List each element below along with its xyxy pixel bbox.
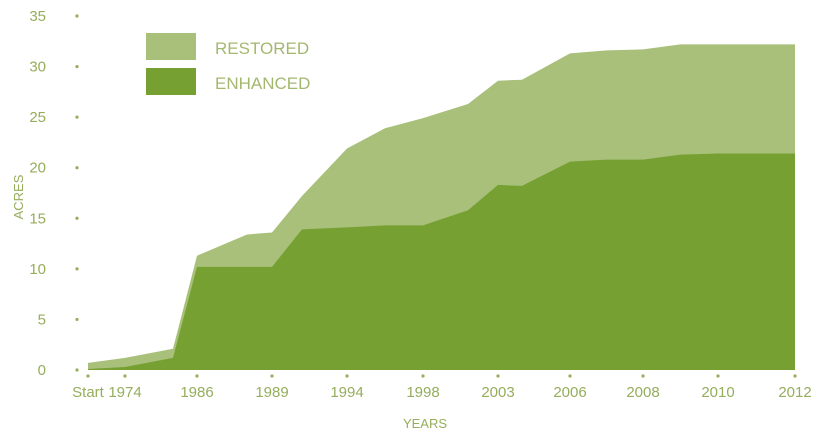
x-tick-label: 2006 — [553, 384, 586, 401]
y-tick-mark — [75, 267, 79, 271]
y-axis-title: ACRES — [11, 174, 26, 219]
y-tick-label: 10 — [29, 261, 46, 278]
x-tick-mark — [345, 374, 349, 378]
legend-swatch-restored — [146, 33, 196, 60]
legend-label-enhanced: ENHANCED — [215, 74, 310, 93]
y-tick-label: 5 — [38, 311, 46, 328]
y-tick-mark — [75, 64, 79, 69]
x-tick-label: 1994 — [330, 384, 363, 401]
y-tick-mark — [75, 14, 79, 18]
x-tick-mark — [716, 374, 720, 378]
x-tick-mark — [270, 374, 274, 378]
y-tick-label: 15 — [29, 210, 46, 227]
y-tick-mark — [75, 216, 79, 220]
x-tick-mark — [421, 374, 425, 378]
x-tick-label: 2010 — [701, 384, 734, 401]
x-tick-mark — [195, 374, 199, 378]
y-tick-label: 30 — [29, 59, 46, 76]
y-tick-mark — [75, 317, 79, 322]
x-tick-label: 1974 — [108, 384, 141, 401]
x-tick-mark — [123, 374, 127, 378]
x-axis-title: YEARS — [403, 416, 447, 431]
y-tick-label: 0 — [38, 362, 46, 379]
x-tick-label: 1989 — [255, 384, 288, 401]
y-tick-mark — [75, 115, 79, 119]
y-tick-label: 35 — [29, 8, 46, 25]
x-tick-label: 2008 — [626, 384, 659, 401]
x-tick-label: 1998 — [406, 384, 439, 401]
y-tick-mark — [75, 166, 79, 170]
x-tick-mark — [86, 374, 90, 378]
y-tick-mark — [75, 368, 79, 372]
x-tick-label: 2012 — [778, 384, 811, 401]
x-tick-mark — [793, 374, 797, 378]
x-tick-label: 1986 — [180, 384, 213, 401]
x-tick-label: Start — [72, 384, 105, 401]
series-area-enhanced — [88, 153, 795, 370]
x-tick-mark — [641, 374, 645, 378]
x-tick-mark — [496, 374, 500, 378]
y-tick-label: 20 — [29, 160, 46, 177]
x-tick-label: 2003 — [481, 384, 514, 401]
legend-swatch-enhanced — [146, 68, 196, 95]
x-tick-mark — [568, 374, 572, 378]
legend-label-restored: RESTORED — [215, 39, 309, 58]
y-tick-label: 25 — [29, 109, 46, 126]
